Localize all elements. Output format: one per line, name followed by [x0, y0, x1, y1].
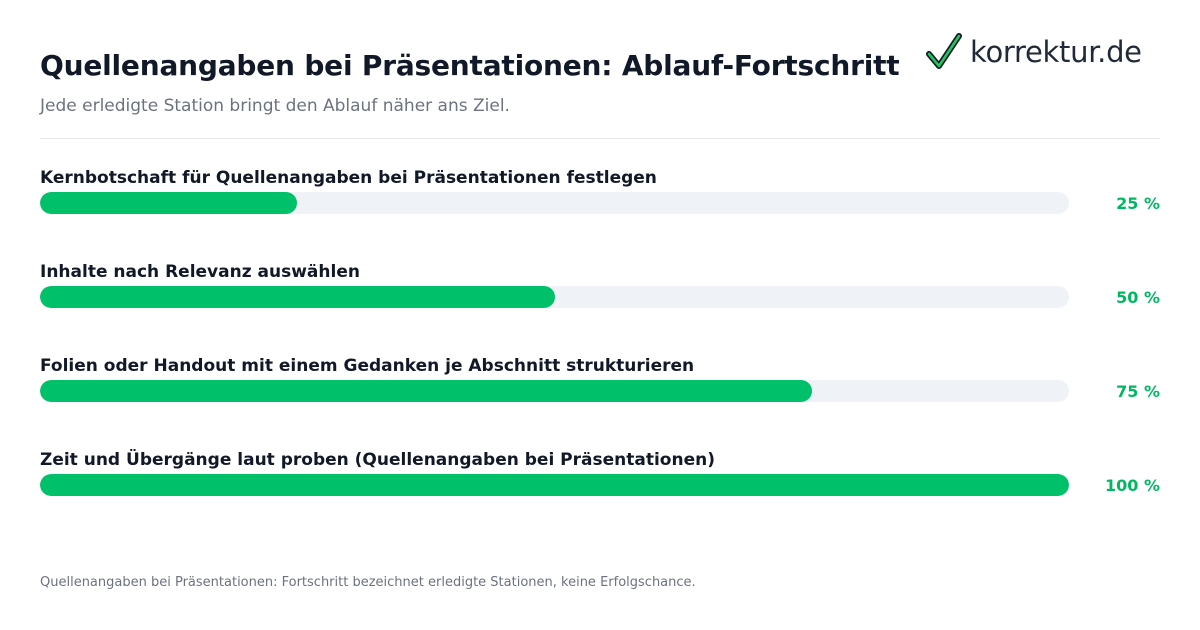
percent-label: 75 % [1116, 382, 1160, 401]
progress-fill [40, 286, 555, 308]
progress-row: Zeit und Übergänge laut proben (Quellena… [40, 450, 1160, 510]
row-label: Folien oder Handout mit einem Gedanken j… [40, 356, 695, 376]
progress-row: Inhalte nach Relevanz auswählen 50 % [40, 262, 1160, 322]
row-label: Kernbotschaft für Quellenangaben bei Prä… [40, 168, 657, 188]
row-label: Inhalte nach Relevanz auswählen [40, 262, 360, 282]
progress-fill [40, 474, 1069, 496]
progress-track [40, 286, 1069, 308]
checkmark-icon [926, 32, 962, 72]
progress-fill [40, 380, 812, 402]
chart-subtitle: Jede erledigte Station bringt den Ablauf… [40, 96, 510, 116]
brand-name: korrektur.de [970, 35, 1142, 69]
progress-track [40, 380, 1069, 402]
footnote: Quellenangaben bei Präsentationen: Forts… [40, 575, 696, 590]
percent-label: 25 % [1116, 194, 1160, 213]
progress-row: Folien oder Handout mit einem Gedanken j… [40, 356, 1160, 416]
progress-row: Kernbotschaft für Quellenangaben bei Prä… [40, 168, 1160, 228]
percent-label: 100 % [1105, 476, 1160, 495]
progress-track [40, 474, 1069, 496]
progress-track [40, 192, 1069, 214]
chart-title: Quellenangaben bei Präsentationen: Ablau… [40, 49, 900, 82]
brand-logo[interactable]: korrektur.de [926, 30, 1142, 74]
row-label: Zeit und Übergänge laut proben (Quellena… [40, 450, 715, 470]
header-divider [40, 138, 1160, 139]
progress-fill [40, 192, 297, 214]
percent-label: 50 % [1116, 288, 1160, 307]
